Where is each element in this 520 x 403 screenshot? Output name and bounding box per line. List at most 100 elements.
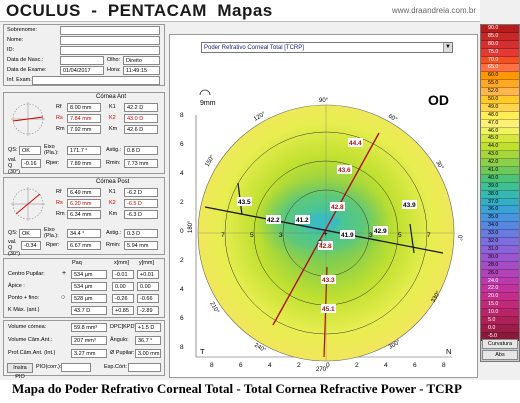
centro-x: -0.01 xyxy=(112,270,134,279)
post-eixo-label: Eixo (Pla.): xyxy=(44,227,59,239)
post-rf-label: Rf xyxy=(56,189,62,195)
sobrenome-field[interactable] xyxy=(60,26,160,35)
inf-field[interactable] xyxy=(32,76,160,85)
ant-rmin-label: Rmin: xyxy=(106,160,121,166)
exame-label: Data de Exame: xyxy=(7,67,47,73)
temporal-label: T xyxy=(200,347,205,356)
posterior-axis-diagram xyxy=(11,187,45,221)
post-rf-value: 6.49 mm xyxy=(67,188,101,197)
ant-rmin-value: 7.73 mm xyxy=(124,159,158,168)
post-rper-value: 6.67 mm xyxy=(67,241,101,250)
x-tick: 2 xyxy=(297,362,301,369)
ant-astig-label: Astig.: xyxy=(106,147,122,153)
prof-value: 3.27 mm xyxy=(71,349,107,358)
exame-field[interactable]: 01/04/2017 xyxy=(60,66,104,75)
pupila-label: Ø Pupilar: xyxy=(110,350,135,356)
x-tick: 4 xyxy=(384,362,388,369)
x-tick: 0 xyxy=(326,362,330,369)
chevron-down-icon[interactable]: ▼ xyxy=(443,43,452,52)
post-astig-label: Astig.: xyxy=(106,230,122,236)
map-value: 42.2 xyxy=(267,217,280,224)
sobrenome-label: Sobrenome: xyxy=(7,27,37,33)
nome-field[interactable] xyxy=(60,36,160,45)
vol-value: 59.8 mm³ xyxy=(71,323,107,332)
figure-caption: Mapa do Poder Refrativo Corneal Total - … xyxy=(12,381,462,396)
olho-field[interactable]: Direito xyxy=(123,56,160,65)
centro-y: +0.01 xyxy=(137,270,159,279)
eye-label: OD xyxy=(428,92,449,108)
paq-header: Paq xyxy=(72,260,82,266)
insira-pio-button[interactable]: Insira PIO xyxy=(7,363,33,380)
x-header: x[mm] xyxy=(114,260,129,266)
angle-label: 270° xyxy=(316,367,329,373)
y-tick: 8 xyxy=(180,344,184,351)
scale-cell: 28.0 xyxy=(481,261,519,270)
y-tick: 2 xyxy=(180,257,184,264)
anterior-cornea-panel: Córnea Ant Rf 8.00 mm K1 42.2 D Rs 7.84 … xyxy=(3,92,165,175)
angle-label: 210° xyxy=(208,301,220,315)
y-tick: 4 xyxy=(180,286,184,293)
post-k1-value: -6.2 D xyxy=(124,188,158,197)
title-bar: OCULUS - PENTACAM Mapas www.draandreia.c… xyxy=(0,0,480,22)
thinnest-point-marker xyxy=(317,239,323,245)
ant-eixo-label: Eixo (Pla.): xyxy=(44,144,59,156)
post-eixo-value: 34.4 ° xyxy=(67,229,101,238)
angle-label: 120° xyxy=(253,111,267,123)
esp-field[interactable] xyxy=(128,363,161,372)
abs-button[interactable]: Abs xyxy=(482,350,518,360)
ant-astig-value: 0.8 D xyxy=(124,146,158,155)
scale-cell: 45.0 xyxy=(481,135,519,144)
ant-valq-value: -0.16 xyxy=(21,159,41,168)
y-tick: 6 xyxy=(180,315,184,322)
scale-cell: 24.0 xyxy=(481,277,519,286)
nome-label: Nome: xyxy=(7,37,24,43)
zoom-label: 9mm xyxy=(200,100,216,107)
post-km-label: Km xyxy=(109,211,118,217)
y-tick: 4 xyxy=(180,170,184,177)
dpc-label: DPC[KPD] xyxy=(110,324,136,330)
ring-label: 5 xyxy=(250,232,254,239)
vol-label: Volume córnea: xyxy=(8,324,47,330)
angle-label: 240° xyxy=(253,343,267,355)
steep-meridian xyxy=(272,132,380,326)
post-valq-label: val. Q (30°) xyxy=(8,239,20,257)
map-value: 41.2 xyxy=(296,217,309,224)
volume-panel: Volume córnea: 59.8 mm³ DPC[KPD] +1.5 D … xyxy=(3,320,165,380)
ant-k2-value: 43.0 D xyxy=(124,114,158,123)
olho-label: Olho: xyxy=(107,57,121,63)
map-value: 43.9 xyxy=(403,202,416,209)
post-k1-label: K1 xyxy=(109,189,116,195)
zoom-icon[interactable] xyxy=(199,89,211,96)
scale-cell: 39.0 xyxy=(481,182,519,191)
angulo-value: 36.7 ° xyxy=(135,336,161,345)
dpc-value: +1.5 D xyxy=(135,323,161,332)
angle-label: 30° xyxy=(434,160,444,171)
pio-field[interactable] xyxy=(61,363,91,372)
nasc-field[interactable] xyxy=(60,56,104,65)
ant-k1-value: 42.2 D xyxy=(124,103,158,112)
post-valq-value: -0.34 xyxy=(21,241,41,250)
post-rmin-value: 5.94 mm xyxy=(124,241,158,250)
map-value: 45.1 xyxy=(322,306,335,313)
y-header: y[mm] xyxy=(139,260,154,266)
scale-cell: 43.0 xyxy=(481,151,519,160)
kmax-x: +0.85 xyxy=(112,306,134,315)
scale-cell: 22.0 xyxy=(481,285,519,294)
ant-rs-value: 7.84 mm xyxy=(67,114,101,123)
patient-panel: Sobrenome: Nome: ID: Data de Nasc.: Olho… xyxy=(3,24,165,86)
ant-k1-label: K1 xyxy=(109,104,116,110)
post-k2-label: K2 xyxy=(109,200,116,206)
map-type-dropdown[interactable]: Poder Refrativo Corneal Total [TCRP] ▼ xyxy=(201,42,453,53)
scale-cell: 35.0 xyxy=(481,214,519,223)
hora-field[interactable]: 11:49:15 xyxy=(123,66,160,75)
map-values: 44.4 43.6 42.8 43.5 42.2 41.2 41.9 42.9 … xyxy=(237,138,417,313)
scale-cell: 75.0 xyxy=(481,48,519,57)
fino-x: -0.26 xyxy=(112,294,134,303)
post-km-value: -6.3 D xyxy=(124,210,158,219)
curvatura-button[interactable]: Curvatura xyxy=(482,339,518,349)
pio-label: PIO(corr.): xyxy=(36,364,62,370)
id-field[interactable] xyxy=(60,46,160,55)
anterior-title: Córnea Ant xyxy=(96,94,127,100)
scale-cell: 46.0 xyxy=(481,127,519,136)
fino-symbol: ○ xyxy=(61,294,66,301)
